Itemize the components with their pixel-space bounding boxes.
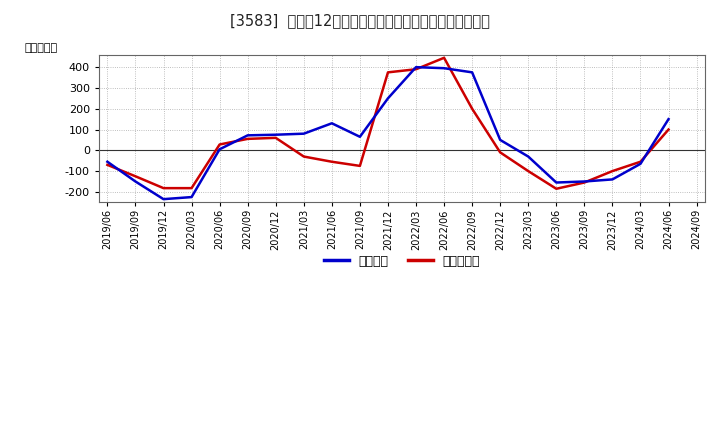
当期純利益 (356, 163, 364, 169)
当期純利益 (580, 180, 589, 185)
当期純利益 (608, 169, 617, 174)
当期純利益 (103, 162, 112, 168)
経常利益 (215, 147, 224, 152)
Line: 当期純利益: 当期純利益 (107, 58, 669, 189)
Text: [3583]  利益だ12か月移動合計の対前年同期増減額の推移: [3583] 利益だ12か月移動合計の対前年同期増減額の推移 (230, 13, 490, 28)
当期純利益 (215, 142, 224, 147)
当期純利益 (159, 186, 168, 191)
経常利益 (300, 131, 308, 136)
当期純利益 (496, 150, 505, 155)
経常利益 (412, 65, 420, 70)
Line: 経常利益: 経常利益 (107, 67, 669, 199)
経常利益 (496, 137, 505, 143)
当期純利益 (187, 186, 196, 191)
当期純利益 (468, 106, 477, 111)
当期純利益 (665, 127, 673, 132)
経常利益 (271, 132, 280, 137)
経常利益 (665, 117, 673, 122)
当期純利益 (300, 154, 308, 159)
経常利益 (552, 180, 561, 185)
経常利益 (103, 159, 112, 165)
経常利益 (580, 179, 589, 184)
当期純利益 (131, 174, 140, 179)
当期純利益 (243, 136, 252, 142)
当期純利益 (440, 55, 449, 60)
経常利益 (131, 179, 140, 184)
当期純利益 (271, 135, 280, 140)
経常利益 (440, 66, 449, 71)
当期純利益 (412, 66, 420, 72)
経常利益 (243, 133, 252, 138)
経常利益 (524, 154, 533, 159)
当期純利益 (384, 70, 392, 75)
経常利益 (159, 197, 168, 202)
経常利益 (384, 96, 392, 101)
経常利益 (468, 70, 477, 75)
経常利益 (608, 177, 617, 182)
当期純利益 (328, 159, 336, 165)
経常利益 (187, 194, 196, 200)
当期純利益 (524, 169, 533, 174)
当期純利益 (552, 186, 561, 191)
経常利益 (356, 134, 364, 139)
経常利益 (636, 161, 645, 166)
経常利益 (328, 121, 336, 126)
Legend: 経常利益, 当期純利益: 経常利益, 当期純利益 (319, 250, 485, 273)
Y-axis label: （百万円）: （百万円） (24, 43, 58, 53)
当期純利益 (636, 159, 645, 165)
